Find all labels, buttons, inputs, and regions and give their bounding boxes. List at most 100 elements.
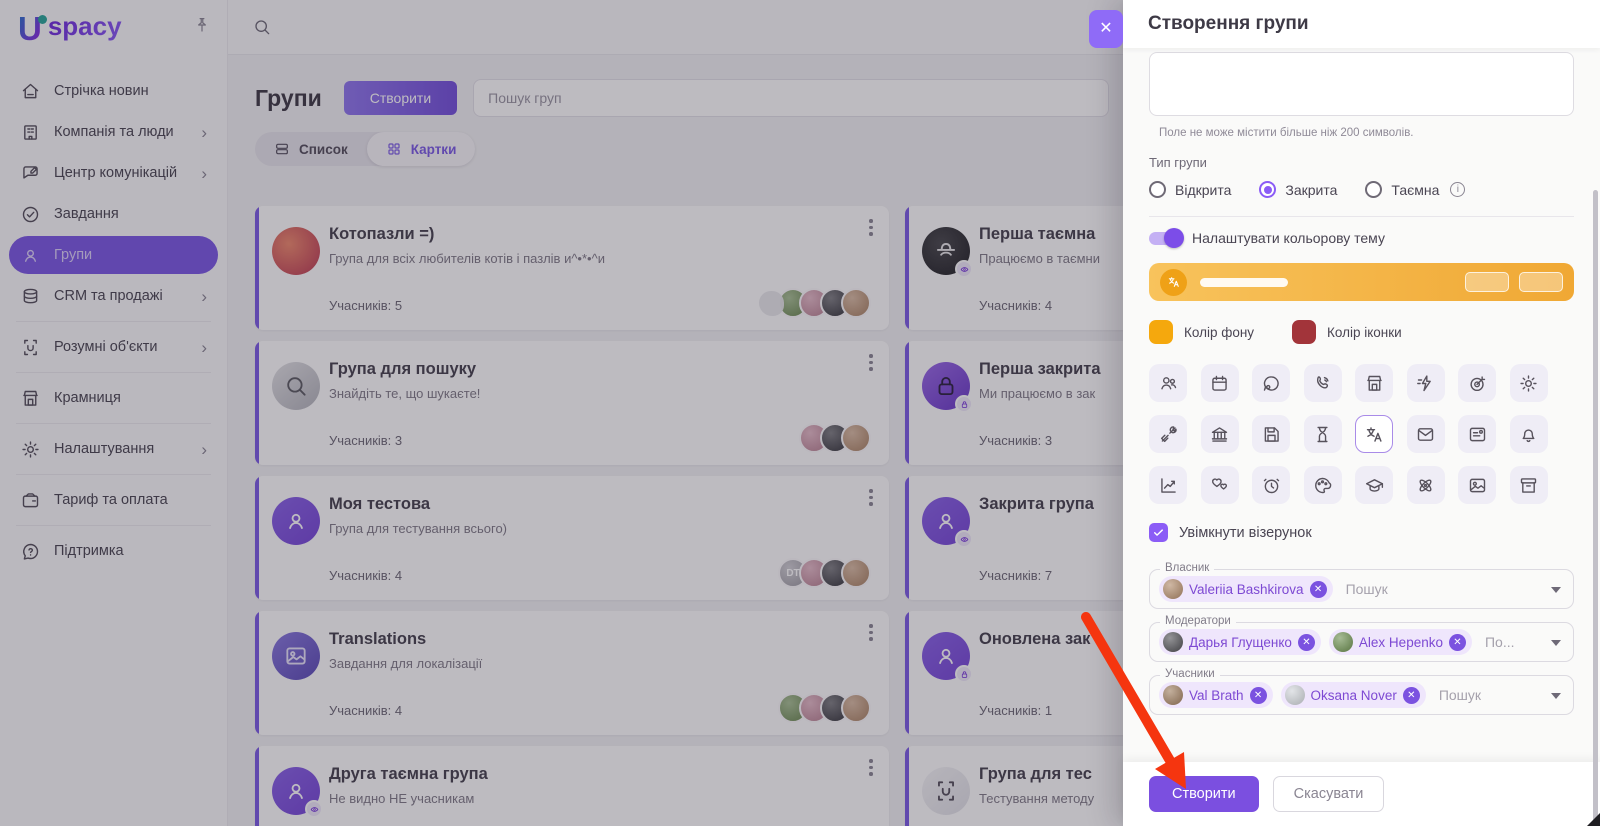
sidebar-item-label: CRM та продажі: [54, 288, 163, 304]
sidebar-item-news[interactable]: Стрічка новин: [9, 72, 218, 110]
sidebar-item-comm[interactable]: Центр комунікацій ›: [9, 154, 218, 192]
panel-footer: Створити Скасувати: [1123, 762, 1600, 826]
sidebar-item-company[interactable]: Компанія та люди ›: [9, 113, 218, 151]
group-icon-option-phone[interactable]: [1303, 364, 1342, 402]
group-icon-option-gear[interactable]: [1509, 364, 1548, 402]
dropdown-arrow-icon[interactable]: [1551, 693, 1561, 699]
avatar: [1163, 685, 1183, 705]
sidebar-item-label: Розумні об'єкти: [54, 339, 158, 355]
sidebar-item-crm[interactable]: CRM та продажі ›: [9, 277, 218, 315]
sidebar-item-label: Центр комунікацій: [54, 165, 178, 181]
remove-person-icon[interactable]: ✕: [1309, 580, 1327, 598]
pin-sidebar-icon[interactable]: [193, 12, 211, 39]
person-chip: Val Brath ✕: [1159, 682, 1273, 708]
dropdown-arrow-icon[interactable]: [1551, 587, 1561, 593]
remove-person-icon[interactable]: ✕: [1448, 633, 1466, 651]
info-icon[interactable]: i: [1450, 182, 1466, 197]
sidebar-item-smart[interactable]: Розумні об'єкти ›: [9, 328, 218, 366]
card-menu-button[interactable]: [869, 489, 873, 509]
card-menu-button[interactable]: [869, 759, 873, 779]
cancel-button[interactable]: Скасувати: [1272, 776, 1385, 812]
group-icon-option-archive[interactable]: [1509, 466, 1548, 504]
group-icon-option-palette[interactable]: [1303, 466, 1342, 504]
remove-person-icon[interactable]: ✕: [1297, 633, 1315, 651]
group-icon-option-store[interactable]: [1355, 364, 1393, 402]
group-card[interactable]: Котопазли =) Група для всіх любителів кот…: [255, 206, 889, 330]
toggle-switch[interactable]: [1149, 228, 1184, 248]
group-icon-option-hourglass[interactable]: [1303, 415, 1342, 453]
panel-divider: [1149, 216, 1574, 217]
group-icon-option-hearts[interactable]: [1200, 466, 1239, 504]
people-selects: Власник Valeriia Bashkirova ✕ Пошук Модерато…: [1149, 562, 1574, 715]
uspacy-logo[interactable]: U spacy: [18, 10, 122, 47]
search-icon[interactable]: [252, 17, 272, 37]
pattern-checkbox[interactable]: [1149, 523, 1168, 542]
group-icon-option-bell[interactable]: [1509, 415, 1548, 453]
group-type-radio-1[interactable]: Відкрита: [1149, 181, 1231, 198]
sidebar-divider: [16, 372, 211, 373]
description-textarea[interactable]: [1149, 52, 1574, 116]
group-icon-option-flash[interactable]: [1406, 364, 1445, 402]
tab-list[interactable]: Список: [255, 132, 367, 166]
submit-create-button[interactable]: Створити: [1149, 776, 1259, 812]
sidebar-item-tariff[interactable]: Тариф та оплата: [9, 481, 218, 519]
card-menu-button[interactable]: [869, 624, 873, 644]
group-icon-option-chat[interactable]: [1252, 364, 1290, 402]
group-icon-option-alarm[interactable]: [1252, 466, 1290, 504]
color-theme-toggle[interactable]: Налаштувати кольорову тему: [1149, 228, 1574, 248]
group-card[interactable]: Група для пошуку Знайдіть те, що шукаєте!…: [255, 341, 889, 465]
sidebar-item-shop[interactable]: Крамниця: [9, 379, 218, 417]
logo-u: U: [18, 10, 42, 47]
card-menu-button[interactable]: [869, 219, 873, 239]
moderators-select[interactable]: Модератори Дарья Глущенко ✕ Alex Hepenko ✕ По…: [1149, 615, 1574, 662]
group-title: Група для пошуку: [329, 360, 477, 378]
icon-color-swatch[interactable]: [1292, 320, 1317, 344]
group-card[interactable]: Моя тестова Група для тестування всього) У…: [255, 476, 889, 600]
group-icon-option-calendar[interactable]: [1200, 364, 1239, 402]
group-title: Група для тес: [979, 765, 1092, 783]
group-icon-option-graduation[interactable]: [1355, 466, 1393, 504]
members-select[interactable]: Учасники Val Brath ✕ Oksana Nover ✕ Пошук: [1149, 668, 1574, 715]
group-search-input[interactable]: [473, 79, 1110, 117]
lock-badge-icon: [955, 395, 973, 413]
owner-select[interactable]: Власник Valeriia Bashkirova ✕ Пошук: [1149, 562, 1574, 609]
background-color-swatch[interactable]: [1149, 320, 1173, 344]
group-description: Знайдіть те, що шукаєте!: [329, 386, 481, 401]
sidebar-item-settings[interactable]: Налаштування ›: [9, 430, 218, 468]
close-panel-button[interactable]: ✕: [1089, 10, 1123, 48]
sidebar-item-tasks[interactable]: Завдання: [9, 195, 218, 233]
group-icon-option-chart[interactable]: [1149, 466, 1187, 504]
members-avatar-stack: [759, 288, 871, 318]
group-type-radio-3[interactable]: Таємна i: [1365, 181, 1466, 198]
card-menu-button[interactable]: [869, 354, 873, 374]
remove-person-icon[interactable]: ✕: [1249, 686, 1267, 704]
group-icon-option-atom[interactable]: [1406, 466, 1445, 504]
create-group-button[interactable]: Створити: [343, 81, 458, 115]
group-description: Ми працюємо в зак: [979, 386, 1096, 401]
group-title: Перша закрита: [979, 360, 1101, 378]
group-type-radio-2[interactable]: Закрита: [1259, 181, 1337, 198]
sidebar-item-support[interactable]: Підтримка: [9, 532, 218, 570]
group-icon-option-bank[interactable]: [1200, 415, 1239, 453]
logo-dot: [37, 15, 47, 24]
pattern-checkbox-row[interactable]: Увімкнути візерунок: [1149, 523, 1574, 542]
group-icon-option-tools[interactable]: [1149, 415, 1187, 453]
panel-scrollbar[interactable]: [1593, 190, 1598, 823]
group-icon-option-save[interactable]: [1252, 415, 1290, 453]
group-icon-option-image[interactable]: [1458, 466, 1496, 504]
group-icon-option-goal[interactable]: [1458, 364, 1496, 402]
group-card[interactable]: Друга таємна група Не видно НЕ учасникам: [255, 746, 889, 826]
group-icon-option-translate-selected[interactable]: [1355, 415, 1393, 453]
remove-person-icon[interactable]: ✕: [1402, 686, 1420, 704]
create-group-panel: Створення групи Поле не може містити біл…: [1123, 0, 1600, 826]
avatar: [1332, 632, 1353, 652]
group-card[interactable]: Translations Завдання для локалізації Учас…: [255, 611, 889, 735]
dropdown-arrow-icon[interactable]: [1551, 640, 1561, 646]
avatar: [1163, 579, 1183, 599]
member-avatar: [841, 423, 871, 453]
group-icon-option-mail[interactable]: [1406, 415, 1445, 453]
tab-cards[interactable]: Картки: [366, 132, 476, 166]
group-icon-option-users[interactable]: [1149, 364, 1187, 402]
group-icon-option-contact-card[interactable]: [1458, 415, 1496, 453]
sidebar-item-groups[interactable]: Групи: [9, 236, 218, 274]
